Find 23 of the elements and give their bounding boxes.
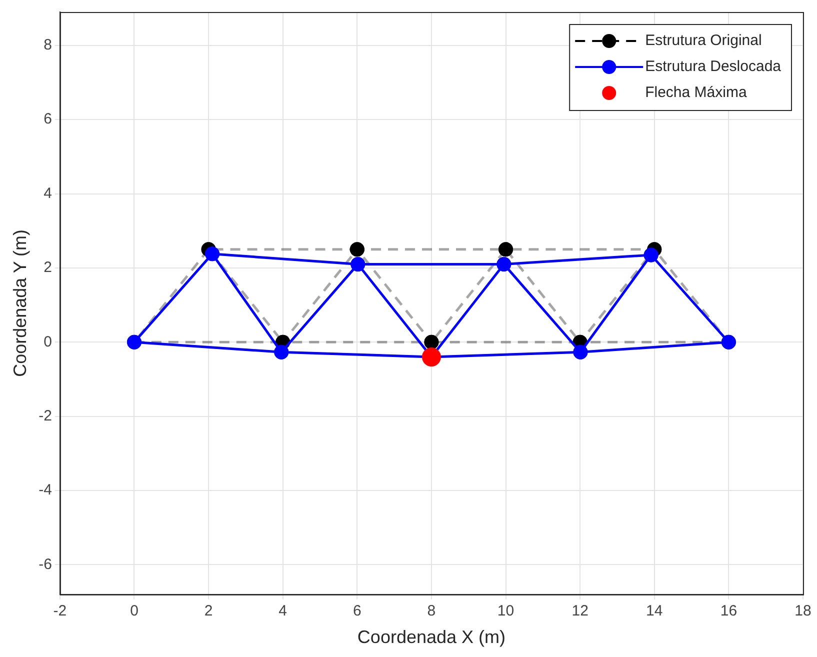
y-tick-label: 0 bbox=[44, 333, 52, 350]
y-axis-title: Coordenada Y (m) bbox=[10, 229, 30, 377]
y-tick-label: 2 bbox=[44, 259, 52, 276]
x-tick-label: 2 bbox=[204, 602, 213, 620]
x-tick-label: 8 bbox=[427, 602, 436, 620]
legend-label: Flecha Máxima bbox=[645, 84, 748, 102]
legend-label: Estrutura Deslocada bbox=[645, 58, 782, 76]
y-tick-label: -2 bbox=[38, 407, 52, 424]
x-tick-label: 6 bbox=[352, 602, 362, 620]
y-tick-label: -6 bbox=[38, 556, 52, 573]
x-axis-title: Coordenada X (m) bbox=[357, 627, 506, 648]
legend-label: Estrutura Original bbox=[645, 32, 762, 50]
y-tick-label: 6 bbox=[44, 110, 52, 128]
y-tick-label: -4 bbox=[38, 482, 52, 499]
x-tick-label: 18 bbox=[794, 602, 812, 620]
x-tick-label: 12 bbox=[572, 602, 588, 620]
y-tick-label: 8 bbox=[44, 36, 52, 54]
y-tick-label: 4 bbox=[44, 184, 52, 202]
x-tick-label: 4 bbox=[278, 602, 288, 620]
x-tick-label: 10 bbox=[497, 602, 514, 620]
x-tick-label: 16 bbox=[720, 602, 738, 620]
x-tick-label: 14 bbox=[646, 602, 663, 620]
x-tick-label: 0 bbox=[130, 602, 138, 620]
